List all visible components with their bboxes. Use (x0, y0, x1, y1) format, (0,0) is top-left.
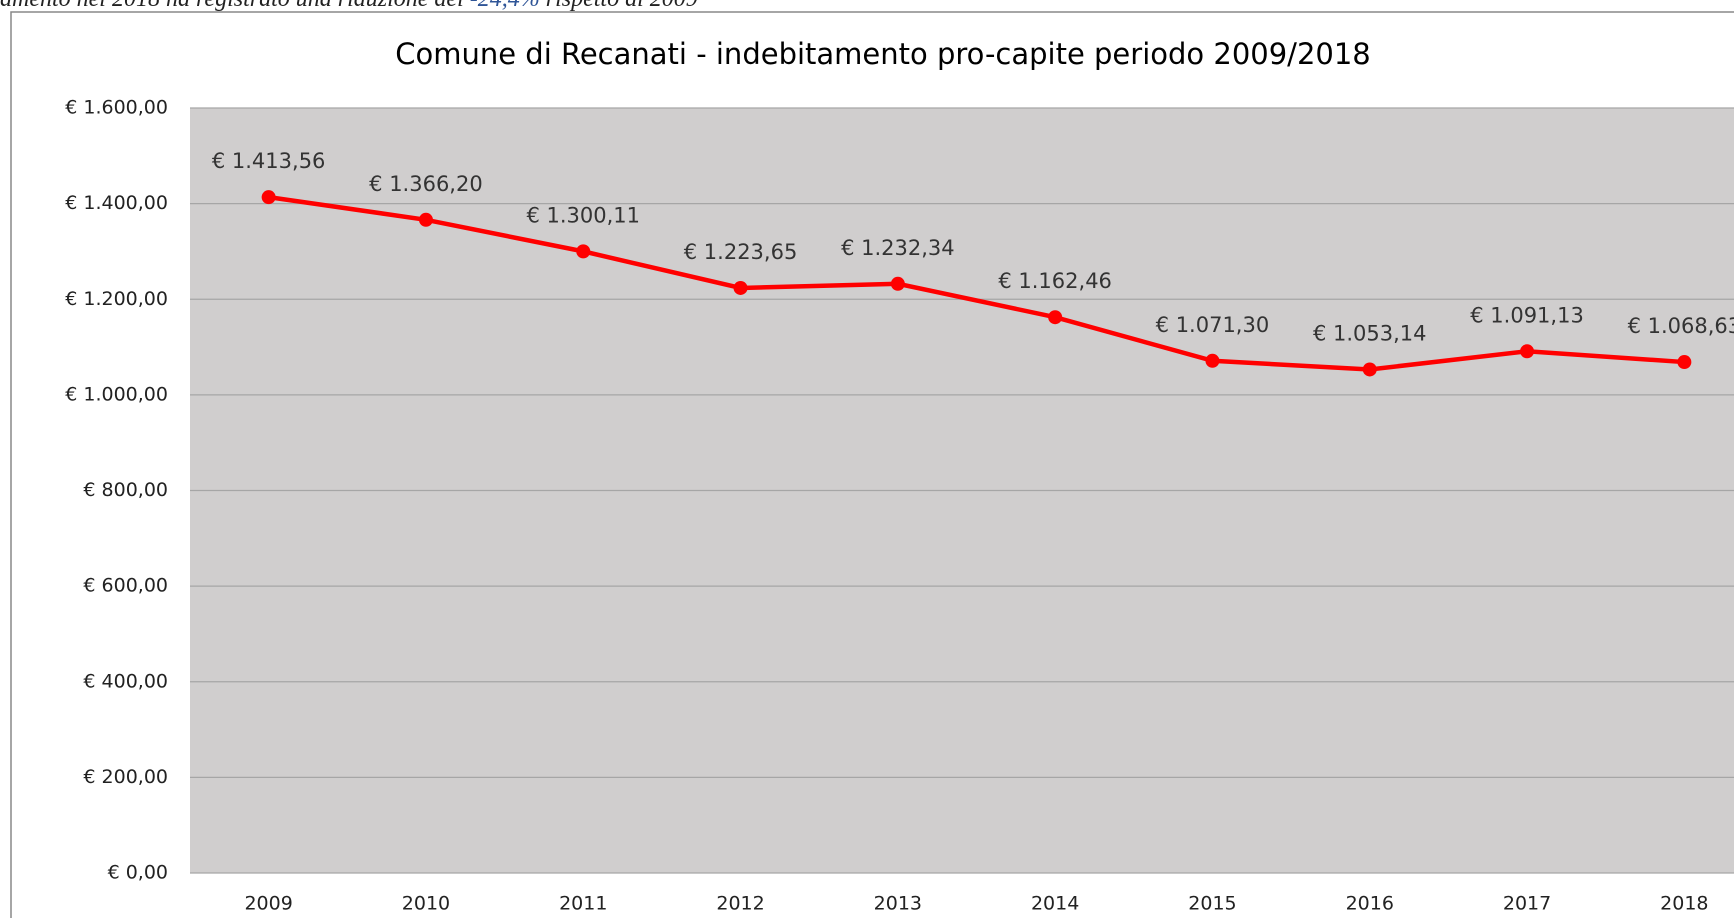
y-tick-label: € 400,00 (83, 670, 168, 692)
line (268, 194, 1685, 372)
x-tick-label: 2011 (559, 893, 607, 915)
x-tick-label: 2012 (716, 893, 764, 915)
x-tick-label: 2009 (244, 893, 292, 915)
point (1205, 353, 1220, 368)
data-label: € 1.223,65 (684, 240, 798, 264)
y-tick-label: € 1.400,00 (65, 192, 168, 214)
point (261, 190, 276, 205)
x-tick-label: 2015 (1188, 893, 1236, 915)
data-label: € 1.071,30 (1156, 313, 1270, 337)
data-label: € 1.053,14 (1313, 321, 1427, 345)
point (890, 276, 905, 291)
y-tick-label: € 1.200,00 (65, 288, 168, 310)
x-tick-label: 2016 (1346, 893, 1394, 915)
y-tick-label: € 800,00 (83, 479, 168, 501)
caption: amento nel 2018 ha registrato una riduzi… (0, 0, 698, 12)
data-label: € 1.300,11 (526, 203, 640, 227)
data-label: € 1.232,34 (841, 236, 955, 260)
point (576, 244, 591, 259)
x-tick-label: 2018 (1660, 893, 1708, 915)
x-tick-label: 2017 (1503, 893, 1551, 915)
x-tick-label: 2013 (874, 893, 922, 915)
data-label: € 1.091,13 (1470, 303, 1584, 327)
caption-highlight: -24,4% (470, 0, 540, 12)
data-label: € 1.068,63 (1628, 314, 1734, 338)
point (1048, 310, 1063, 325)
y-tick-label: € 200,00 (83, 766, 168, 788)
point (1520, 344, 1535, 359)
x-tick-label: 2010 (402, 893, 450, 915)
y-tick-label: € 1.600,00 (65, 97, 168, 119)
point (1362, 362, 1377, 377)
data-label: € 1.162,46 (998, 269, 1112, 293)
data-label: € 1.366,20 (369, 172, 483, 196)
x-tick-label: 2014 (1031, 893, 1079, 915)
data-label: € 1.413,56 (212, 149, 326, 173)
point (418, 212, 433, 227)
point (733, 280, 748, 295)
chart-title: Comune di Recanati - indebitamento pro-c… (395, 37, 1371, 71)
y-tick-label: € 0,00 (108, 862, 168, 884)
caption-text: amento nel 2018 ha registrato una riduzi… (0, 0, 464, 12)
y-tick-label: € 600,00 (83, 575, 168, 597)
caption-text: rispetto al 2009 (546, 0, 698, 12)
y-tick-label: € 1.000,00 (65, 383, 168, 405)
point (1677, 355, 1692, 370)
